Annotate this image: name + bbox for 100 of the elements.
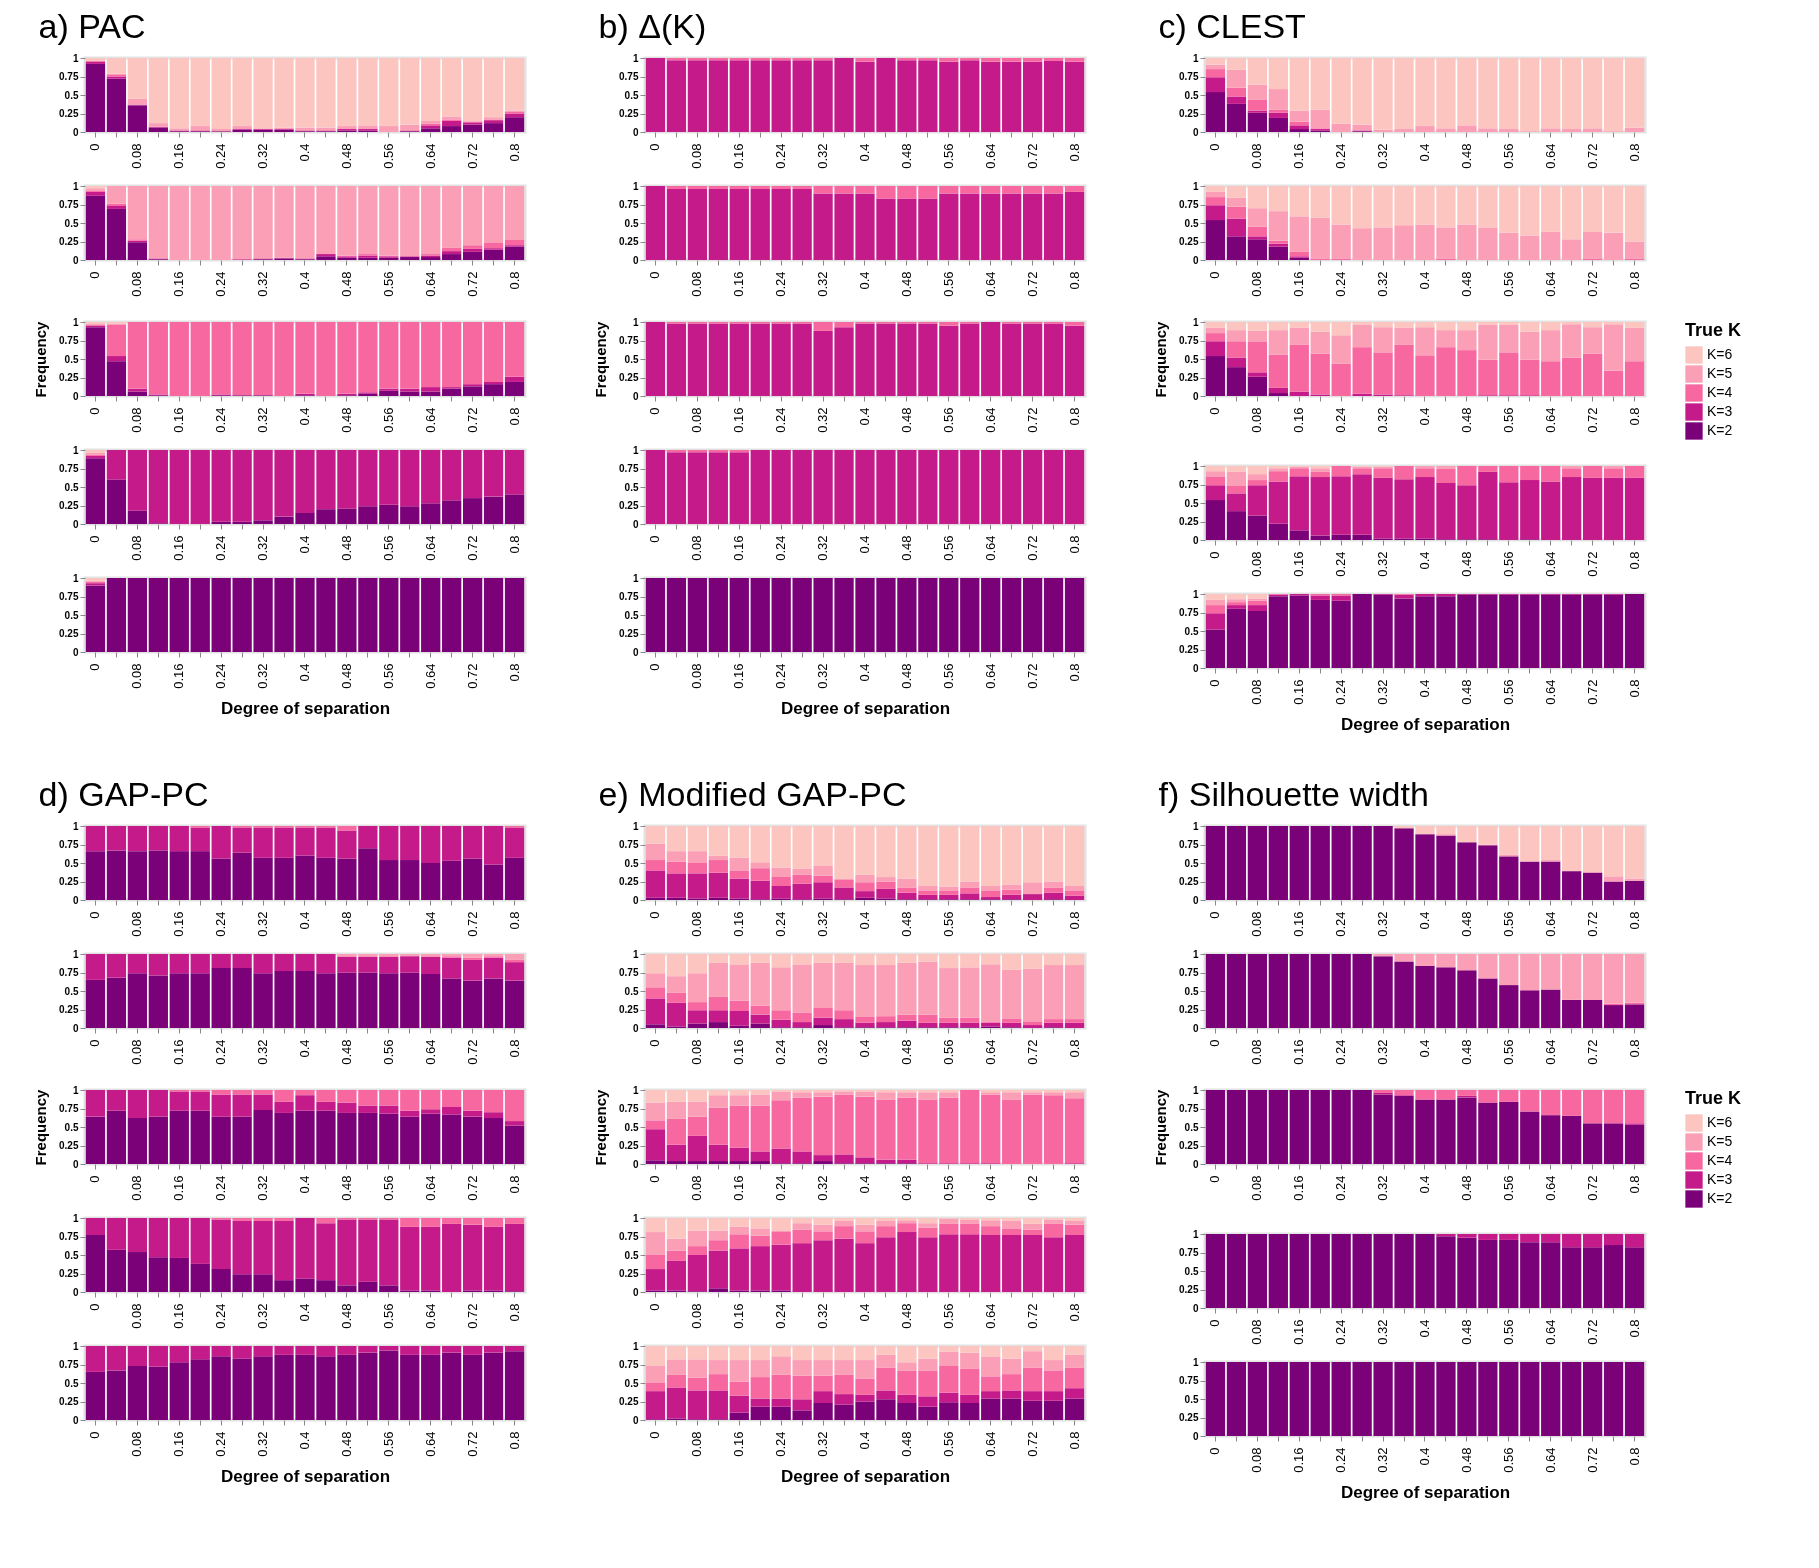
x-tick-label: 0.32 [1375, 1039, 1391, 1065]
y-tick-label: 0 [632, 1022, 639, 1034]
x-tick-label: 0 [647, 911, 663, 919]
x-tick-label: 0.8 [1626, 911, 1642, 930]
x-tick-label: 0.16 [1291, 679, 1307, 705]
x-tick-label: 0.32 [255, 535, 271, 561]
y-tick-label: 0.25 [619, 108, 639, 119]
x-tick-label: 0.4 [857, 535, 872, 554]
x-tick-label: 0.72 [1584, 1175, 1600, 1201]
y-axis-title: Frequency [32, 1088, 50, 1166]
x-tick-label: 0.56 [1500, 143, 1516, 169]
x-tick-label: 0.72 [1584, 551, 1600, 577]
x-tick-label: 0.64 [1542, 911, 1558, 937]
y-tick-label: 0.5 [624, 1121, 639, 1133]
x-tick-label: 0.64 [1542, 1175, 1558, 1201]
x-tick-label: 0.72 [1024, 535, 1040, 561]
y-tick-label: 0.75 [619, 591, 639, 602]
x-tick-label: 0.8 [1066, 535, 1082, 554]
x-tick-label: 0.8 [1066, 663, 1082, 682]
y-tick-label: 0 [632, 1158, 639, 1170]
legend-label: K=4 [1707, 384, 1733, 400]
x-tick-label: 0.72 [1024, 1039, 1040, 1065]
y-tick-label: 0.75 [619, 71, 639, 82]
x-tick-label: 0.32 [815, 911, 831, 937]
y-tick-label: 0.5 [64, 1377, 79, 1389]
x-tick-label: 0.48 [898, 143, 914, 169]
y-tick-label: 0 [1192, 254, 1199, 266]
x-tick-label: 0.08 [1249, 1319, 1265, 1345]
x-tick-label: 0 [1207, 271, 1223, 279]
y-tick-label: 0.25 [59, 1396, 79, 1407]
y-tick-label: 0.5 [1184, 497, 1199, 509]
x-tick-label: 0.16 [171, 407, 187, 433]
y-axis-title: Frequency [1152, 1088, 1170, 1166]
y-tick-label: 1 [632, 1212, 639, 1224]
x-tick-label: 0 [87, 1431, 103, 1439]
x-tick-label: 0.32 [815, 407, 831, 433]
x-tick-label: 0.72 [464, 663, 480, 689]
x-tick-label: 0.8 [506, 1303, 522, 1322]
y-tick-label: 0.5 [624, 609, 639, 621]
chart-title: c) CLEST [1158, 7, 1306, 45]
x-tick-label: 0.24 [1333, 271, 1349, 297]
x-tick-label: 0.16 [1291, 143, 1307, 169]
x-tick-label: 0.4 [1417, 407, 1432, 426]
y-tick-label: 1 [632, 180, 639, 192]
y-tick-label: 0.5 [1184, 353, 1199, 365]
x-tick-label: 0.64 [422, 1175, 438, 1201]
x-tick-label: 0.16 [1291, 551, 1307, 577]
x-tick-label: 0.16 [731, 1303, 747, 1329]
x-tick-label: 0.16 [171, 535, 187, 561]
x-tick-label: 0.4 [297, 1039, 312, 1058]
x-tick-label: 0.24 [213, 1175, 229, 1201]
y-tick-label: 1 [632, 948, 639, 960]
x-tick-label: 0 [647, 1039, 663, 1047]
x-tick-label: 0.8 [1626, 1039, 1642, 1058]
x-tick-label: 0.16 [731, 1175, 747, 1201]
x-tick-label: 0.16 [1291, 1175, 1307, 1201]
y-tick-label: 1 [632, 444, 639, 456]
x-tick-label: 0.64 [982, 535, 998, 561]
x-tick-label: 0.64 [1542, 271, 1558, 297]
x-tick-label: 0.8 [1626, 143, 1642, 162]
x-tick-label: 0.08 [129, 143, 145, 169]
x-tick-label: 0.72 [1024, 911, 1040, 937]
y-tick-label: 1 [632, 1084, 639, 1096]
x-tick-label: 0.4 [1417, 551, 1432, 570]
y-tick-label: 0.5 [64, 609, 79, 621]
x-tick-label: 0.24 [213, 911, 229, 937]
x-tick-label: 0.72 [1024, 143, 1040, 169]
x-tick-label: 0.16 [731, 911, 747, 937]
y-tick-label: 0 [632, 1286, 639, 1298]
y-tick-label: 0 [72, 1414, 79, 1426]
x-tick-label: 0.32 [815, 271, 831, 297]
x-tick-label: 0.4 [857, 911, 872, 930]
x-tick-label: 0.08 [129, 1303, 145, 1329]
x-tick-label: 0 [647, 143, 663, 151]
x-axis-title: Degree of separation [220, 698, 391, 718]
x-tick-label: 0.24 [213, 663, 229, 689]
x-tick-label: 0.08 [689, 911, 705, 937]
legend-label: K=6 [1707, 346, 1733, 362]
x-tick-label: 0.16 [171, 271, 187, 297]
x-tick-label: 0.72 [464, 271, 480, 297]
x-tick-label: 0.4 [857, 1039, 872, 1058]
y-tick-label: 0 [632, 390, 639, 402]
x-tick-label: 0 [1207, 143, 1223, 151]
x-tick-label: 0.56 [380, 911, 396, 937]
x-tick-label: 0.56 [1500, 911, 1516, 937]
x-tick-label: 0.56 [1500, 551, 1516, 577]
x-tick-label: 0.72 [464, 1303, 480, 1329]
x-tick-label: 0.64 [1542, 1319, 1558, 1345]
x-tick-label: 0 [647, 1303, 663, 1311]
x-tick-label: 0.48 [898, 1303, 914, 1329]
x-tick-label: 0.64 [982, 1431, 998, 1457]
x-tick-label: 0.8 [1066, 911, 1082, 930]
x-tick-label: 0.24 [213, 407, 229, 433]
y-tick-label: 0.75 [1179, 839, 1199, 850]
x-tick-label: 0.08 [129, 271, 145, 297]
y-tick-label: 0.5 [1184, 1121, 1199, 1133]
x-tick-label: 0.32 [255, 663, 271, 689]
x-tick-label: 0 [647, 407, 663, 415]
x-tick-label: 0.16 [1291, 1319, 1307, 1345]
y-tick-label: 0.5 [1184, 985, 1199, 997]
